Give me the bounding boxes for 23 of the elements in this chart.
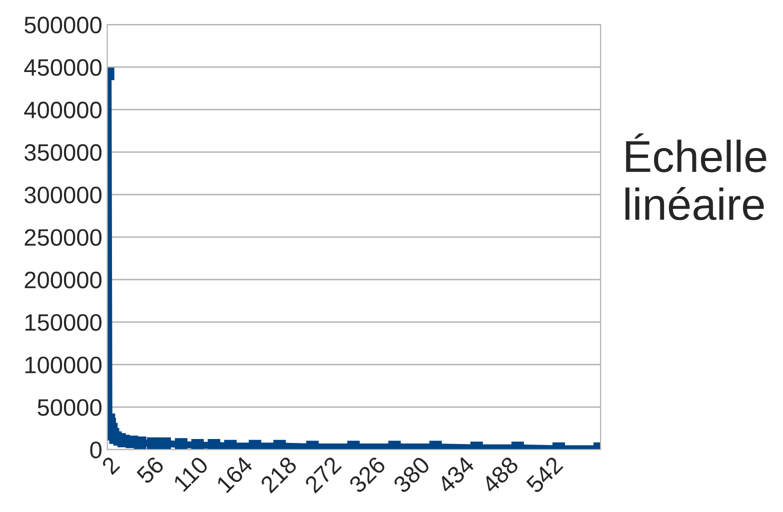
- y-tick-label: 450000: [24, 59, 102, 76]
- x-tick-label: 326: [348, 456, 386, 494]
- y-tick-label: 200000: [24, 272, 102, 288]
- y-tick-label: 150000: [25, 314, 102, 331]
- y-tick-label: 250000: [24, 229, 102, 246]
- x-tick-label: 434: [436, 455, 476, 494]
- x-tick-label: 488: [480, 456, 520, 494]
- y-tick-label: 500000: [24, 16, 102, 34]
- x-tick-label: 164: [216, 455, 254, 494]
- x-tick-label: 542: [525, 456, 564, 494]
- y-tick-label: 0: [90, 442, 102, 458]
- y-tick-label: 50000: [38, 399, 102, 416]
- x-tick-label: 110: [172, 455, 210, 492]
- y-tick-label: 300000: [24, 186, 102, 204]
- x-tick-label: 2: [100, 456, 120, 475]
- x-tick-label: 56: [136, 456, 165, 485]
- y-tick-label: 350000: [24, 144, 102, 161]
- text: Échelle linéaire: [625, 133, 766, 220]
- x-tick-label: 272: [304, 456, 342, 494]
- y-tick-label: 400000: [24, 102, 102, 118]
- y-tick-label: 100000: [25, 356, 102, 374]
- x-tick-label: 218: [260, 456, 298, 494]
- x-tick-label: 380: [392, 455, 431, 494]
